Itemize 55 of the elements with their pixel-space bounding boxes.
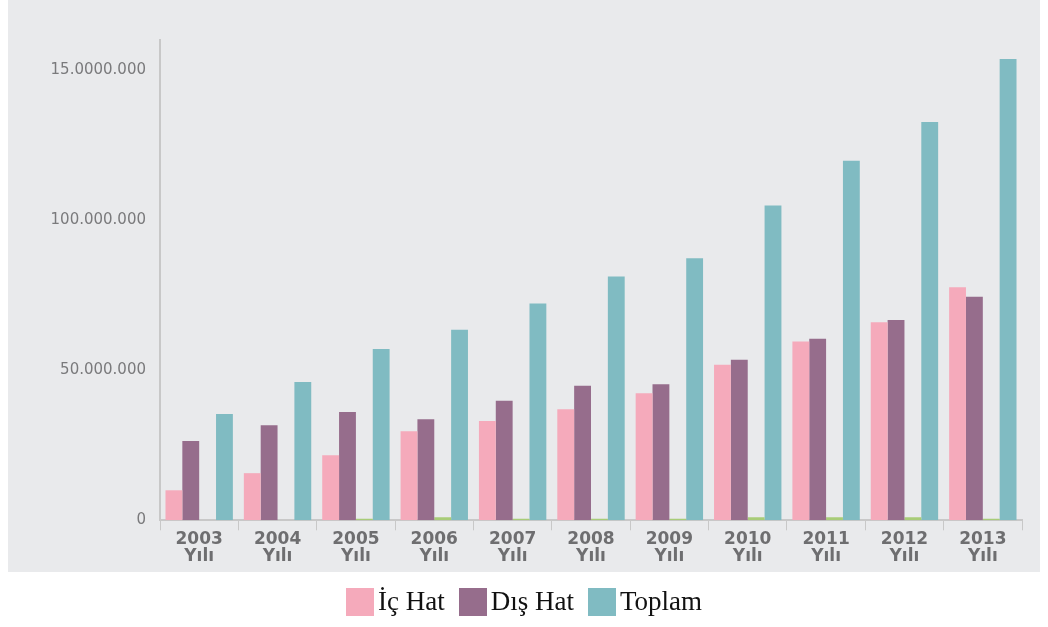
legend-label: Dış Hat [490, 586, 574, 617]
legend-label: İç Hat [377, 586, 445, 617]
x-tick-label: 2010 Yılı [724, 527, 772, 566]
bar [495, 400, 513, 521]
bar [764, 205, 782, 521]
bar [747, 517, 765, 521]
bar [417, 419, 435, 521]
bar [652, 384, 670, 521]
bar [635, 393, 653, 521]
bar [574, 385, 591, 521]
y-tick-label: 50.000.000 [60, 360, 146, 379]
bar [529, 303, 547, 521]
x-tick-label: 2009 Yılı [645, 527, 694, 566]
bar [260, 425, 278, 521]
x-tick-label: 2004 Yılı [253, 527, 302, 566]
bar [294, 381, 312, 521]
bar [557, 409, 575, 521]
legend-label: Toplam [619, 586, 703, 617]
bar [216, 414, 233, 521]
x-tick-label: 2011 Yılı [802, 527, 850, 566]
x-tick-label: 2003 Yılı [175, 527, 223, 566]
bar [607, 276, 625, 521]
bar [478, 420, 496, 521]
y-tick-label: 100.000.000 [50, 210, 146, 228]
bar [842, 160, 860, 521]
bar [400, 431, 418, 521]
bar [826, 517, 843, 521]
bar [165, 490, 183, 521]
x-tick-label: 2008 Yılı [567, 527, 615, 566]
bar [904, 517, 922, 521]
bar [921, 121, 939, 521]
bar [809, 338, 827, 521]
bar [243, 473, 261, 521]
bar [451, 329, 468, 521]
bar [965, 296, 983, 521]
y-tick-label: 0 [136, 510, 146, 529]
x-tick-label: 2013 Yılı [959, 527, 1007, 566]
bar [792, 341, 810, 521]
bar [870, 322, 888, 521]
y-tick-label: 15.0000.000 [50, 59, 146, 78]
bar [322, 455, 340, 521]
bar [949, 287, 966, 521]
x-tick-label: 2005 Yılı [332, 527, 380, 566]
x-tick-label: 2012 Yılı [880, 527, 929, 566]
bar [182, 441, 200, 521]
bar [999, 58, 1017, 521]
x-tick-label: 2007 Yılı [488, 527, 537, 566]
bar [714, 364, 731, 521]
bar [372, 348, 390, 521]
x-tick-label: 2006 Yılı [410, 527, 458, 566]
bar [686, 258, 704, 521]
bar [339, 411, 356, 521]
bar [434, 517, 452, 521]
bar [730, 359, 748, 521]
bar [887, 320, 905, 521]
